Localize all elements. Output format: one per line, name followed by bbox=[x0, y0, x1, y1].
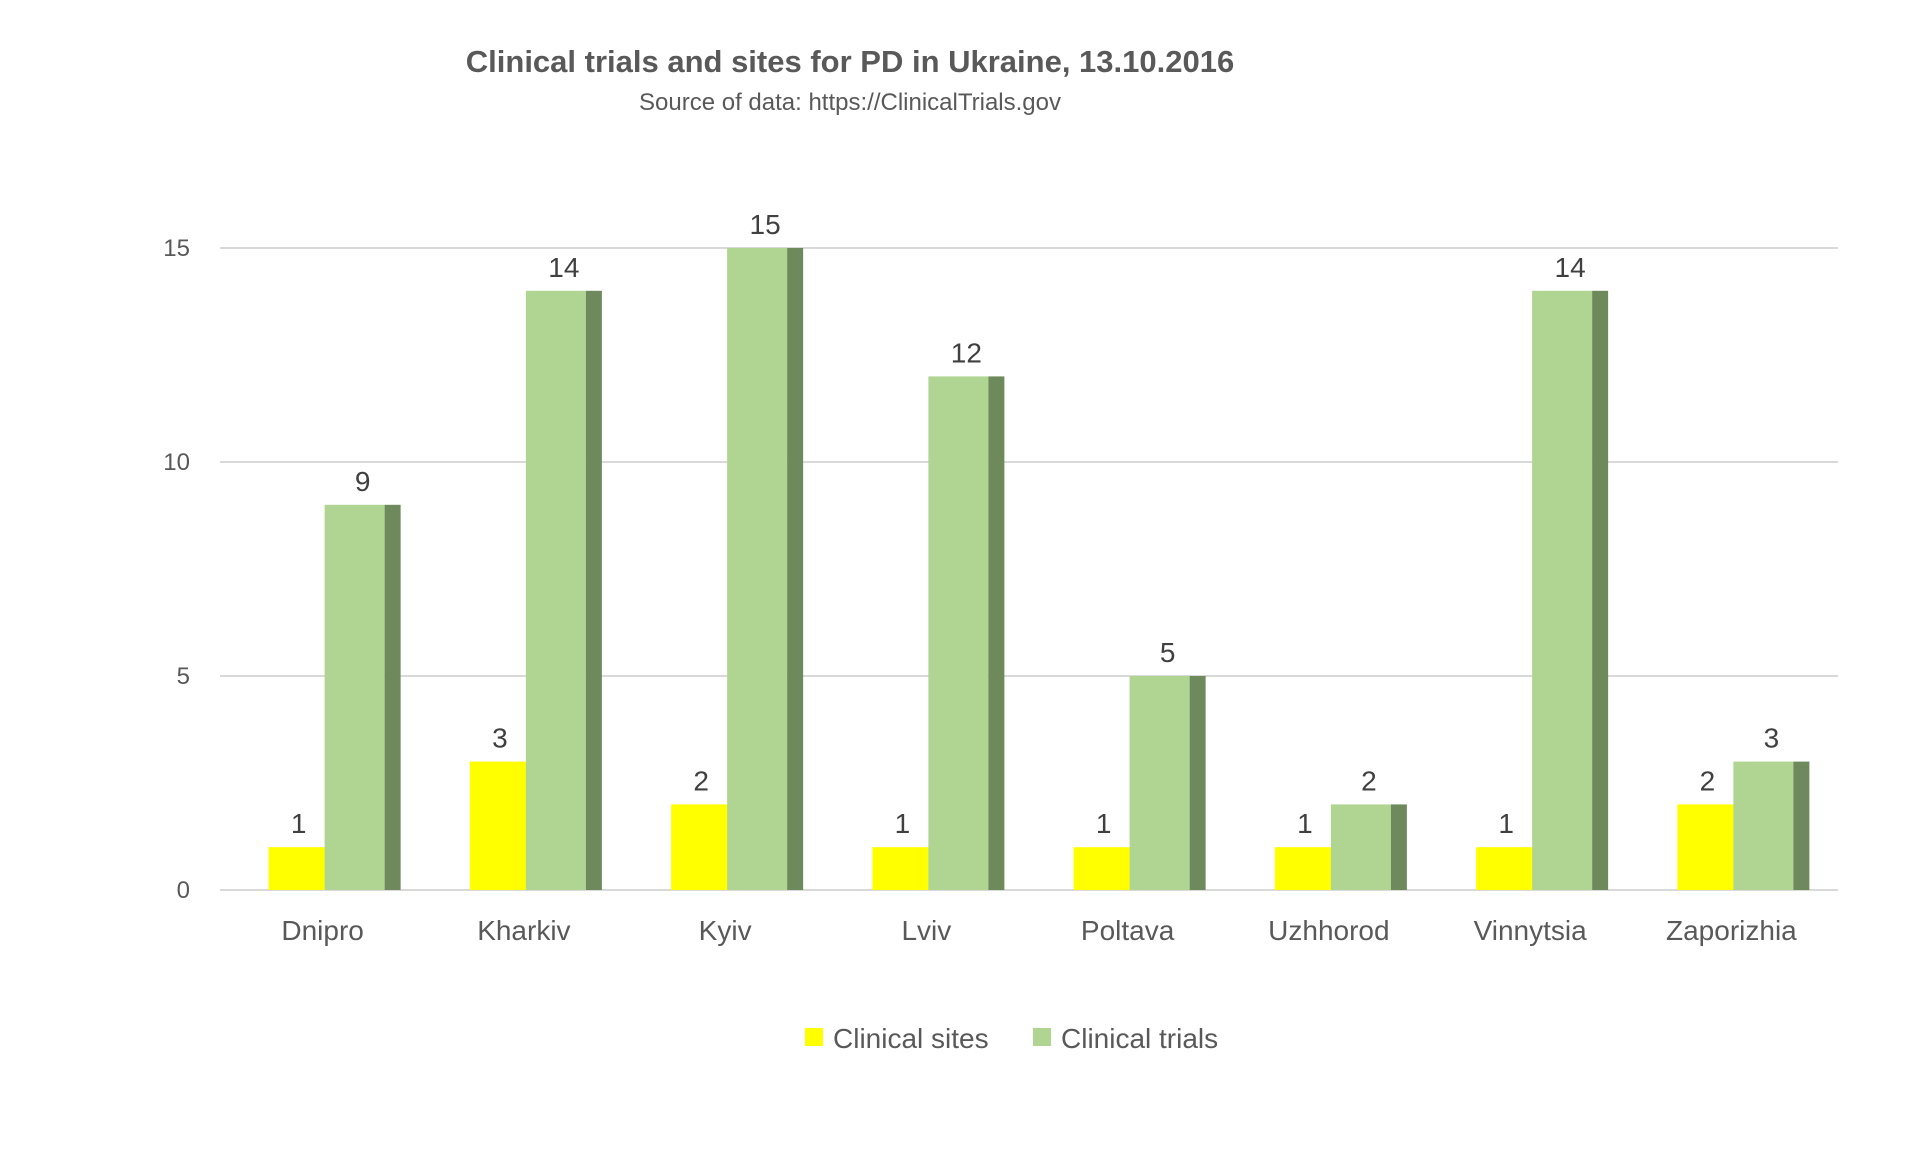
bar-trials-uzhhorod bbox=[1330, 804, 1391, 890]
bar-sites-vinnytsia bbox=[1476, 847, 1537, 890]
bar-side-trials-uzhhorod bbox=[1390, 804, 1407, 890]
bar-trials-kharkiv bbox=[525, 290, 586, 890]
bar-sites-kyiv bbox=[671, 804, 732, 890]
data-label: 1 bbox=[291, 808, 307, 839]
category-label: Vinnytsia bbox=[1474, 915, 1588, 946]
y-tick-label: 10 bbox=[163, 449, 190, 476]
category-label: Poltava bbox=[1081, 915, 1175, 946]
bar-sites-lviv bbox=[872, 847, 933, 890]
bar-side-trials-lviv bbox=[988, 376, 1005, 890]
data-label: 1 bbox=[1096, 808, 1112, 839]
legend-swatch bbox=[805, 1028, 823, 1046]
bar-side-trials-poltava bbox=[1189, 676, 1206, 890]
legend-label: Clinical sites bbox=[833, 1023, 989, 1054]
data-label: 2 bbox=[1361, 765, 1377, 796]
data-label: 5 bbox=[1160, 637, 1176, 668]
category-label: Zaporizhia bbox=[1666, 915, 1797, 946]
bar-side-trials-kharkiv bbox=[585, 290, 602, 890]
category-label: Kharkiv bbox=[477, 915, 570, 946]
data-label: 1 bbox=[1297, 808, 1313, 839]
bar-sites-zaporizhia bbox=[1677, 804, 1738, 890]
data-label: 14 bbox=[548, 252, 579, 283]
data-label: 15 bbox=[750, 209, 781, 240]
x-axis-categories: Dnipro Kharkiv Kyiv Lviv Poltava Uzhhorod Vinn… bbox=[281, 915, 1797, 946]
bar-side-trials-dnipro bbox=[384, 504, 401, 890]
bar-sites-uzhhorod bbox=[1274, 847, 1335, 890]
bar-sites-poltava bbox=[1073, 847, 1134, 890]
bar-trials-zaporizhia bbox=[1733, 761, 1794, 890]
bar-trials-dnipro bbox=[324, 504, 385, 890]
y-tick-label: 5 bbox=[177, 663, 190, 690]
bar-sites-dnipro bbox=[268, 847, 329, 890]
bar-sites-kharkiv bbox=[469, 761, 530, 890]
data-label: 3 bbox=[1764, 723, 1780, 754]
data-label: 2 bbox=[693, 765, 709, 796]
bar-side-trials-kyiv bbox=[787, 248, 804, 890]
data-label: 12 bbox=[951, 337, 982, 368]
bar-trials-lviv bbox=[928, 376, 989, 890]
y-tick-label: 0 bbox=[177, 877, 190, 904]
legend: Clinical sites Clinical trials bbox=[805, 1023, 1218, 1054]
legend-swatch bbox=[1033, 1028, 1051, 1046]
bar-trials-poltava bbox=[1129, 676, 1190, 890]
data-label: 3 bbox=[492, 723, 508, 754]
legend-label: Clinical trials bbox=[1061, 1023, 1218, 1054]
chart-title: Clinical trials and sites for PD in Ukra… bbox=[466, 44, 1234, 79]
bars bbox=[268, 248, 1810, 890]
data-label: 1 bbox=[1498, 808, 1514, 839]
category-label: Dnipro bbox=[281, 915, 363, 946]
data-label: 2 bbox=[1700, 765, 1716, 796]
data-label: 9 bbox=[355, 466, 371, 497]
y-tick-label: 15 bbox=[163, 235, 190, 262]
y-axis-ticks: 0 5 10 15 bbox=[163, 235, 190, 904]
data-label: 14 bbox=[1555, 252, 1586, 283]
bar-trials-vinnytsia bbox=[1532, 290, 1593, 890]
data-label: 1 bbox=[895, 808, 911, 839]
chart-subtitle: Source of data: https://ClinicalTrials.g… bbox=[639, 89, 1061, 116]
bar-side-trials-zaporizhia bbox=[1793, 761, 1810, 890]
bar-trials-kyiv bbox=[727, 248, 788, 890]
category-label: Uzhhorod bbox=[1268, 915, 1389, 946]
bar-side-trials-vinnytsia bbox=[1592, 290, 1609, 890]
category-label: Kyiv bbox=[699, 915, 752, 946]
category-label: Lviv bbox=[901, 915, 951, 946]
